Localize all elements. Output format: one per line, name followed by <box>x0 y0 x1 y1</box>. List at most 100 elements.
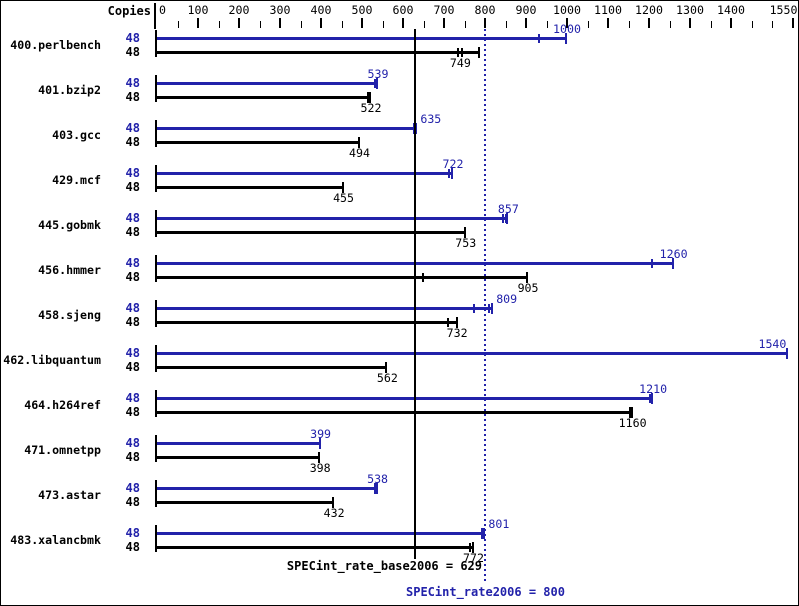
base-value-label: 522 <box>360 101 382 115</box>
peak-bar-cap <box>671 258 674 269</box>
axis-tick-minor <box>505 21 507 28</box>
copies-value: 48 <box>125 90 140 104</box>
copies-value: 48 <box>125 391 140 405</box>
peak-value-label: 539 <box>367 67 389 81</box>
base-bar <box>157 231 466 234</box>
copies-value: 48 <box>125 436 140 450</box>
copies-value: 48 <box>125 301 140 315</box>
base-value-label: 1160 <box>618 416 647 430</box>
peak-bar <box>157 127 418 130</box>
axis-tick-minor <box>423 21 425 28</box>
axis-label: 800 <box>474 3 496 17</box>
peak-bar <box>157 442 321 445</box>
base-mean-summary: SPECint_rate_base2006 = 629 <box>286 559 482 573</box>
peak-bar-cap <box>481 528 486 539</box>
axis-tick-minor <box>259 21 261 28</box>
baseline-segment <box>155 390 157 417</box>
peak-value-label: 399 <box>310 427 332 441</box>
base-bar-cap <box>628 407 633 418</box>
copies-value: 48 <box>125 450 140 464</box>
axis-separator-line <box>154 3 156 29</box>
axis-label: 1550 <box>769 3 798 17</box>
base-bar-cap <box>318 452 321 463</box>
run-tick <box>648 394 651 403</box>
peak-value-label: 1000 <box>553 22 581 36</box>
baseline-segment <box>155 345 157 372</box>
axis-label: 1400 <box>717 3 745 17</box>
axis-tick-minor <box>546 21 548 28</box>
peak-value-label: 1540 <box>758 337 787 351</box>
copies-value: 48 <box>125 76 140 90</box>
axis-tick-minor <box>772 21 773 28</box>
baseline-segment <box>155 165 157 192</box>
axis-tick-major <box>320 18 322 28</box>
copies-value: 48 <box>125 346 140 360</box>
axis-tick-major <box>443 18 445 28</box>
peak-value-label: 635 <box>420 112 442 126</box>
base-bar <box>157 456 321 459</box>
axis-tick-minor <box>341 21 343 28</box>
copies-value: 48 <box>125 211 140 225</box>
base-bar <box>157 141 360 144</box>
peak-value-label: 1210 <box>639 382 668 396</box>
peak-bar-cap <box>451 168 454 179</box>
base-bar-cap <box>478 47 481 58</box>
benchmark-label: 483.xalancbmk <box>10 533 101 547</box>
axis-tick-minor <box>669 21 671 28</box>
axis-tick-minor <box>177 21 179 28</box>
axis-label: 700 <box>433 3 455 17</box>
base-bar-cap <box>367 92 372 103</box>
base-value-label: 772 <box>463 551 484 565</box>
peak-bar <box>157 37 567 40</box>
axis-tick-major <box>525 18 527 28</box>
run-tick <box>448 169 451 178</box>
copies-value: 48 <box>125 180 140 194</box>
baseline-segment <box>155 210 157 237</box>
axis-tick-major <box>238 18 240 28</box>
peak-bar-cap <box>506 213 509 224</box>
base-bar <box>157 186 344 189</box>
axis-label: 600 <box>392 3 414 17</box>
benchmark-label: 429.mcf <box>52 173 101 187</box>
axis-label: 1000 <box>553 3 581 17</box>
benchmark-label: 473.astar <box>38 488 101 502</box>
run-tick <box>373 79 376 88</box>
benchmark-label: 456.hmmer <box>38 263 101 277</box>
run-tick <box>487 304 490 313</box>
copies-value: 48 <box>125 135 140 149</box>
base-value-label: 562 <box>376 371 398 385</box>
peak-bar-cap <box>491 303 494 314</box>
axis-tick-minor <box>628 21 630 28</box>
benchmark-label: 458.sjeng <box>38 308 101 322</box>
peak-value-label: 538 <box>367 472 389 486</box>
base-bar-cap <box>455 317 458 328</box>
base-bar <box>157 411 633 414</box>
axis-tick-major <box>730 18 732 28</box>
base-bar <box>157 501 335 504</box>
benchmark-label: 401.bzip2 <box>38 83 101 97</box>
axis-tick-minor <box>587 21 589 28</box>
peak-bar <box>157 307 494 310</box>
peak-bar <box>157 217 509 220</box>
axis-tick-major <box>689 18 691 28</box>
axis-tick-minor <box>300 21 302 28</box>
run-tick <box>461 48 464 57</box>
peak-bar-cap <box>565 33 567 44</box>
run-tick <box>422 273 425 282</box>
copies-value: 48 <box>125 31 140 45</box>
copies-value: 48 <box>125 405 140 419</box>
axis-tick-major <box>566 18 568 28</box>
axis-tick-minor <box>382 21 384 28</box>
axis-label: 300 <box>269 3 291 17</box>
base-value-label: 753 <box>455 236 477 250</box>
copies-value: 48 <box>125 166 140 180</box>
axis-tick-major <box>361 18 363 28</box>
benchmark-label: 462.libquantum <box>3 353 101 367</box>
base-bar-cap <box>332 497 335 508</box>
run-tick <box>469 543 472 552</box>
copies-value: 48 <box>125 360 140 374</box>
baseline-segment <box>155 120 157 147</box>
axis-label: 0 <box>159 3 166 17</box>
copies-value: 48 <box>125 315 140 329</box>
